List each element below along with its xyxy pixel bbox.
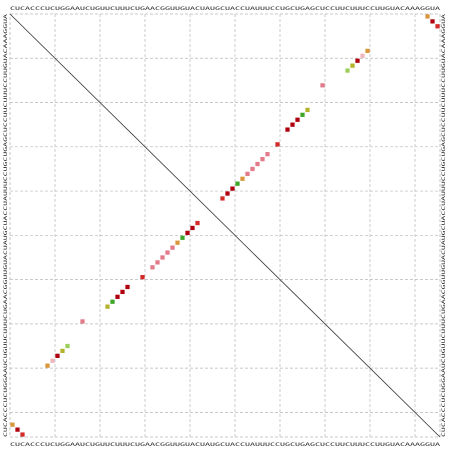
- pair-cell-lower: [105, 304, 110, 309]
- plot-frame: [9, 13, 441, 438]
- pair-cell-lower: [125, 284, 130, 290]
- pair-cell-upper: [290, 122, 295, 127]
- pair-cell-lower: [20, 432, 25, 437]
- pair-cell-lower: [55, 353, 60, 358]
- pair-cell-upper: [295, 117, 300, 122]
- pair-cell-upper: [365, 48, 370, 54]
- pair-cell-lower: [195, 220, 200, 226]
- pair-cell-upper: [285, 127, 290, 132]
- pair-cell-lower: [140, 275, 145, 280]
- pair-cell-upper: [355, 58, 360, 63]
- pair-cell-lower: [15, 427, 20, 432]
- pair-cell-upper: [435, 24, 440, 29]
- pair-cell-lower: [180, 235, 185, 240]
- pair-cell-upper: [260, 156, 265, 162]
- pair-cell-lower: [115, 294, 120, 299]
- pair-cell-upper: [425, 14, 430, 19]
- pair-cell-upper: [240, 176, 245, 181]
- sequence-top: CUCACCCUCUGGAAUCUGUUCUUUCUGAACGGUUGUACUA…: [10, 6, 441, 12]
- pair-cell-lower: [120, 289, 125, 295]
- main-diagonal: [9, 13, 441, 438]
- pair-cell-upper: [275, 142, 280, 147]
- sequence-bottom: CUCACCCUCUGGAAUCUGUUCUUUCUGAACGGUUGUACUA…: [10, 442, 441, 448]
- pair-cell-lower: [150, 265, 155, 270]
- pair-cell-upper: [430, 19, 435, 24]
- pair-cell-upper: [250, 166, 255, 172]
- pair-cell-upper: [230, 186, 235, 191]
- pair-cell-upper: [225, 191, 230, 196]
- pair-cell-lower: [50, 358, 55, 363]
- pair-cell-upper: [320, 83, 325, 88]
- grid-lines: [10, 14, 440, 437]
- pair-cell-upper: [255, 161, 260, 167]
- pair-cell-lower: [110, 299, 115, 304]
- pair-cell-upper: [265, 152, 270, 157]
- pair-cell-upper: [350, 63, 355, 68]
- pair-cell-upper: [305, 107, 310, 113]
- diagonal-line: [9, 13, 441, 438]
- sequence-left: CUCACCCUCUGGAAUCUGUUCUUUCUGAACGGUUGUACUA…: [3, 13, 9, 437]
- plot-border: [9, 13, 441, 438]
- pair-cell-lower: [80, 319, 85, 324]
- pair-cell-lower: [10, 422, 15, 427]
- pair-cell-upper: [220, 196, 225, 201]
- pair-cell-lower: [160, 255, 165, 260]
- pair-cell-lower: [60, 348, 65, 354]
- sequence-right: CUCACCCUCUGGAAUCUGUUCUUUCUGAACGGUUGUACUA…: [441, 13, 447, 437]
- pair-cell-upper: [360, 53, 365, 58]
- pair-cell-lower: [185, 230, 190, 236]
- pair-cells: [10, 14, 440, 437]
- pair-cell-lower: [170, 245, 175, 250]
- pair-cell-lower: [155, 260, 160, 265]
- pair-cell-lower: [190, 225, 195, 231]
- pair-cell-lower: [165, 250, 170, 255]
- pair-cell-upper: [300, 112, 305, 117]
- pair-cell-upper: [245, 171, 250, 176]
- pair-cell-lower: [65, 343, 70, 349]
- pair-cell-upper: [345, 68, 350, 73]
- pair-cell-lower: [45, 363, 50, 368]
- pair-cell-lower: [175, 240, 180, 245]
- pair-cell-upper: [235, 181, 240, 186]
